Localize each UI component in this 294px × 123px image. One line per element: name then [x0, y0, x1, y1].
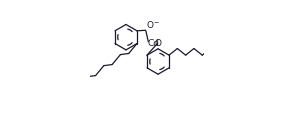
Text: O$^{-}$: O$^{-}$: [146, 19, 160, 30]
Text: O: O: [155, 39, 162, 48]
Text: Cd: Cd: [148, 39, 160, 48]
